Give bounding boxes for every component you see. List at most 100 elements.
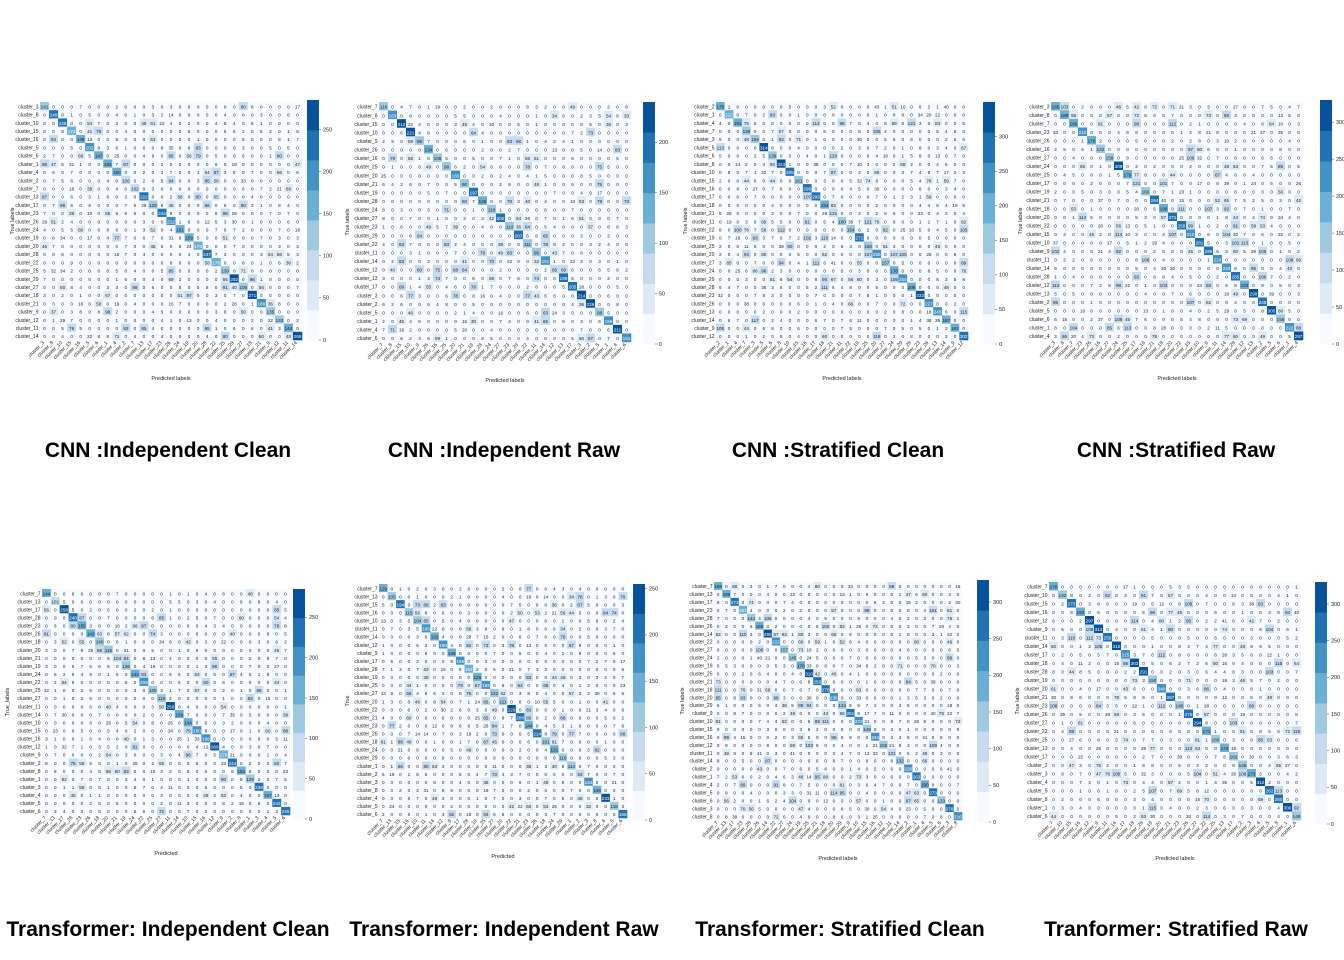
heatmap-cell [139, 167, 149, 177]
heatmap-cell [433, 316, 443, 326]
heatmap-cell [40, 192, 50, 201]
heatmap-cell [794, 118, 804, 127]
colorbar-tick-label: 50 [659, 291, 665, 297]
heatmap-cell [487, 324, 497, 334]
cell-value-label: 34 [60, 269, 66, 274]
heatmap-cell [451, 144, 461, 154]
heatmap-cell [112, 323, 122, 333]
cell-value-label: 5 [954, 277, 957, 282]
cell-value-label: 0 [224, 195, 227, 200]
heatmap-cell [855, 315, 865, 324]
cell-value-label: 8 [616, 225, 619, 230]
cell-value-label: 76 [471, 285, 477, 290]
cell-value-label: 80 [761, 252, 767, 257]
cell-value-label: 78 [543, 242, 549, 247]
cell-value-label: 0 [436, 130, 439, 135]
cell-value-label: 2 [409, 336, 412, 341]
cell-value-label: 0 [463, 148, 466, 153]
heatmap-cell [85, 274, 95, 283]
heatmap-cell [139, 274, 149, 283]
heatmap-cell [941, 184, 951, 193]
heatmap-cell [67, 282, 77, 292]
cell-value-label: 0 [427, 173, 430, 178]
heatmap-cell [828, 118, 838, 127]
heatmap-cell [442, 307, 452, 317]
heatmap-cell [577, 324, 587, 334]
heatmap-cell [568, 239, 578, 249]
heatmap-cell [750, 159, 760, 168]
cell-value-label: 0 [919, 162, 922, 167]
heatmap-cell [559, 153, 569, 163]
cell-value-label: 1 [472, 208, 475, 213]
heatmap-cell [184, 323, 194, 333]
heatmap-cell [846, 151, 856, 160]
cell-value-label: 0 [43, 129, 46, 134]
heatmap-cell [933, 249, 943, 259]
cell-value-label: 0 [789, 113, 792, 118]
heatmap-cell [750, 118, 760, 127]
heatmap-cell [76, 167, 86, 177]
cell-value-label: 0 [535, 268, 538, 273]
heatmap-cell [941, 298, 951, 308]
cell-value-label: 4 [61, 334, 64, 339]
cell-value-label: 0 [499, 233, 502, 238]
heatmap-cell [40, 216, 50, 226]
cell-value-label: 2 [224, 252, 227, 257]
heatmap-cell [49, 159, 59, 168]
heatmap-cell [776, 151, 786, 160]
heatmap-cell [802, 282, 812, 292]
cell-value-label: 0 [382, 250, 385, 255]
cell-value-label: 0 [815, 145, 818, 150]
row-tick-label: cluster_13 [15, 195, 38, 201]
heatmap-cell [415, 162, 425, 171]
heatmap-cell [193, 110, 203, 119]
cell-value-label: 0 [954, 244, 957, 249]
heatmap-cell [846, 241, 856, 251]
cell-value-label: 0 [867, 301, 870, 306]
heatmap-cell [238, 208, 249, 218]
heatmap-cell [49, 151, 59, 160]
cell-value-label: 0 [179, 211, 182, 216]
colorbar-tick-label: 200 [659, 140, 668, 146]
cell-value-label: 4 [134, 301, 137, 306]
cell-value-label: 0 [391, 242, 394, 247]
cell-value-label: 8 [780, 186, 783, 191]
heatmap-cell [130, 102, 140, 111]
heatmap-cell [820, 257, 830, 267]
cell-value-label: 3 [875, 277, 878, 282]
cell-value-label: 5 [607, 310, 610, 315]
heatmap-cell [514, 187, 524, 197]
heatmap-cell [924, 102, 934, 111]
heatmap-cell [229, 102, 240, 111]
heatmap-cell [941, 274, 951, 283]
heatmap-cell [175, 208, 185, 218]
cell-value-label: 0 [436, 182, 439, 187]
heatmap-cell [184, 290, 194, 300]
heatmap-cell [768, 249, 778, 259]
cell-value-label: 1 [884, 104, 887, 109]
row-tick-label: cluster_2 [18, 178, 39, 184]
cell-value-label: 0 [625, 293, 628, 298]
cell-value-label: 71 [796, 137, 802, 142]
cell-value-label: 0 [553, 122, 556, 127]
heatmap-cell [550, 282, 560, 291]
heatmap-cell [130, 184, 140, 193]
heatmap-cell [924, 126, 934, 136]
cell-value-label: 0 [88, 285, 91, 290]
cell-value-label: 0 [278, 334, 281, 339]
cell-value-label: 8 [278, 203, 281, 208]
cell-value-label: 0 [463, 302, 466, 307]
heatmap-cell [424, 316, 434, 326]
cell-value-label: 5 [571, 276, 574, 281]
heatmap-cell [256, 126, 267, 136]
heatmap-cell [451, 282, 461, 291]
cell-value-label: 6 [893, 137, 896, 142]
heatmap-cell [469, 144, 479, 154]
cell-value-label: 0 [517, 156, 520, 161]
heatmap-cell [959, 134, 969, 144]
cell-value-label: 45 [168, 203, 174, 208]
cell-value-label: 4 [607, 242, 610, 247]
heatmap-cell [274, 225, 285, 234]
cell-value-label: 0 [589, 310, 592, 315]
heatmap-cell [379, 187, 389, 197]
